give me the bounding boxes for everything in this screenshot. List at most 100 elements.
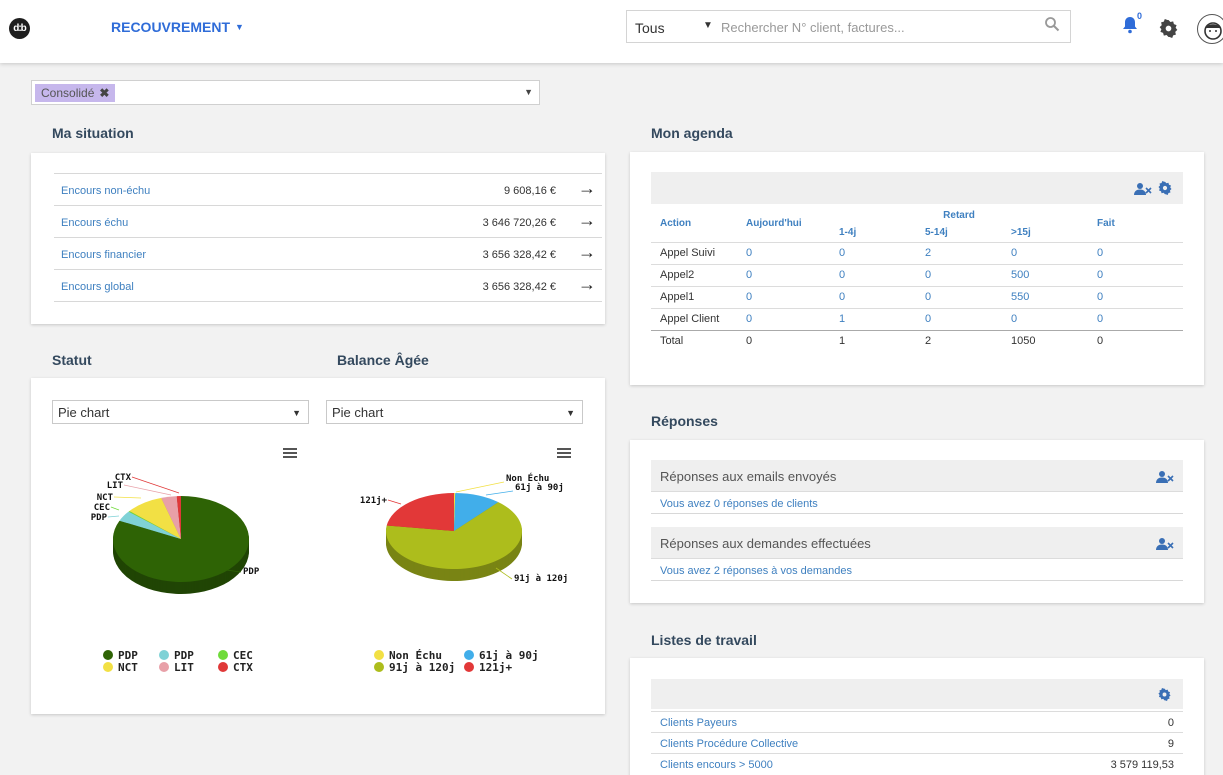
user-remove-icon[interactable] <box>1134 182 1152 196</box>
search-icon[interactable] <box>1044 16 1060 32</box>
chevron-down-icon[interactable]: ▼ <box>703 20 713 31</box>
legend-label: Non Échu <box>389 649 442 662</box>
table-row: Appel Suivi 0 0 2 0 0 <box>651 241 1183 264</box>
avatar[interactable] <box>1197 14 1223 44</box>
table-cell-link[interactable]: 0 <box>830 285 916 308</box>
situation-row[interactable]: Encours échu 3 646 720,26 € → <box>54 205 602 237</box>
legend-item[interactable]: PDP <box>159 649 194 662</box>
table-cell-link[interactable]: 0 <box>1002 307 1088 330</box>
chart-menu-icon[interactable] <box>283 448 297 460</box>
search-scope-select[interactable]: Tous <box>635 20 665 36</box>
worklist-label[interactable]: Clients Payeurs <box>660 717 738 729</box>
pie-slice[interactable] <box>161 496 181 539</box>
responses-link[interactable]: Vous avez 2 réponses à vos demandes <box>660 565 853 577</box>
pie-data-label: 91j à 120j <box>514 573 568 584</box>
pie-data-label: CEC <box>94 503 110 513</box>
pie-label-connector <box>387 499 402 505</box>
chevron-down-icon[interactable]: ▼ <box>524 87 533 97</box>
table-cell-link[interactable]: 0 <box>1088 307 1183 330</box>
situation-row[interactable]: Encours non-échu 9 608,16 € → <box>54 173 602 205</box>
statut-chart-type-select[interactable]: Pie chart ▼ <box>52 400 309 424</box>
col-header: Fait <box>1097 218 1115 230</box>
worklist-label[interactable]: Clients Procédure Collective <box>660 738 799 750</box>
module-menu[interactable]: RECOUVREMENT ▼ <box>111 19 244 35</box>
legend-item[interactable]: CEC <box>218 649 253 662</box>
list-item[interactable]: Clients Procédure Collective 9 <box>651 732 1183 753</box>
legend-label: CTX <box>233 661 253 674</box>
table-cell-link[interactable]: 0 <box>916 307 1002 330</box>
legend-item[interactable]: Non Échu <box>374 649 442 662</box>
worklist-label[interactable]: Clients encours > 5000 <box>660 759 773 771</box>
user-remove-icon[interactable] <box>1156 537 1174 551</box>
col-header: 5-14j <box>925 227 948 239</box>
user-remove-icon[interactable] <box>1156 470 1174 484</box>
responses-link[interactable]: Vous avez 0 réponses de clients <box>660 498 818 510</box>
pie-slice[interactable] <box>454 493 499 531</box>
pie-data-label: Non Échu <box>506 472 549 484</box>
arrow-right-icon[interactable]: → <box>578 242 596 262</box>
table-cell-link[interactable]: 0 <box>1088 285 1183 308</box>
gear-icon[interactable] <box>1158 181 1172 195</box>
table-cell-link[interactable]: 0 <box>737 307 830 330</box>
app-logo[interactable]: d:b <box>9 18 30 39</box>
table-cell-link[interactable]: 0 <box>916 285 1002 308</box>
situation-row[interactable]: Encours global 3 656 328,42 € → <box>54 269 602 301</box>
gear-icon[interactable] <box>1158 688 1171 701</box>
table-cell-link[interactable]: 500 <box>1002 263 1088 286</box>
list-item[interactable]: Clients encours > 5000 3 579 119,53 <box>651 753 1183 774</box>
legend-item[interactable]: LIT <box>159 661 194 674</box>
table-cell-link[interactable]: 0 <box>737 241 830 264</box>
pie-slice[interactable] <box>129 497 181 539</box>
situation-row-label[interactable]: Encours global <box>61 281 134 293</box>
gear-icon[interactable] <box>1159 19 1178 38</box>
legend-item[interactable]: 61j à 90j <box>464 649 539 662</box>
legend-item[interactable]: 121j+ <box>464 661 512 674</box>
entity-filter-select[interactable]: Consolidé ✖ ▼ <box>31 80 540 105</box>
table-cell-link[interactable]: 0 <box>830 241 916 264</box>
pie-slice[interactable] <box>385 502 522 569</box>
table-cell-link[interactable]: 1 <box>830 307 916 330</box>
situation-row-value: 9 608,16 € <box>504 185 556 197</box>
table-cell-link[interactable]: 0 <box>830 263 916 286</box>
legend-item[interactable]: 91j à 120j <box>374 661 455 674</box>
situation-row[interactable]: Encours financier 3 656 328,42 € → <box>54 237 602 269</box>
situation-row-label[interactable]: Encours financier <box>61 249 146 261</box>
table-cell-link[interactable]: 0 <box>737 263 830 286</box>
situation-row-label[interactable]: Encours échu <box>61 217 129 229</box>
pie-slice[interactable] <box>176 496 181 539</box>
pie-label-connector <box>225 569 242 573</box>
table-cell-link[interactable]: 0 <box>1088 241 1183 264</box>
pie-slice[interactable] <box>128 510 181 539</box>
list-item[interactable]: Clients Payeurs 0 <box>651 711 1183 732</box>
table-cell-link[interactable]: 0 <box>737 285 830 308</box>
pie-slice[interactable] <box>119 511 181 539</box>
bell-icon[interactable] <box>1119 14 1141 36</box>
arrow-right-icon[interactable]: → <box>578 274 596 294</box>
table-cell-link[interactable]: 2 <box>916 241 1002 264</box>
pie-slice[interactable] <box>454 493 456 531</box>
chart-menu-icon[interactable] <box>557 448 571 460</box>
arrow-right-icon[interactable]: → <box>578 210 596 230</box>
table-cell-link[interactable]: 0 <box>1002 241 1088 264</box>
legend-item[interactable]: CTX <box>218 661 253 674</box>
pie-slice[interactable] <box>386 493 454 531</box>
chevron-down-icon: ▼ <box>292 408 301 418</box>
table-cell-link[interactable]: 0 <box>1088 263 1183 286</box>
pie-data-label: LIT <box>107 481 124 491</box>
search-input[interactable]: Rechercher N° client, factures... <box>721 20 905 35</box>
remove-tag-icon[interactable]: ✖ <box>99 86 110 100</box>
arrow-right-icon[interactable]: → <box>578 178 596 198</box>
legend-dot <box>374 650 384 660</box>
legend-item[interactable]: PDP <box>103 649 138 662</box>
legend-item[interactable]: NCT <box>103 661 138 674</box>
legend-label: PDP <box>174 649 194 662</box>
table-cell-link[interactable]: 550 <box>1002 285 1088 308</box>
table-cell-link[interactable]: 0 <box>916 263 1002 286</box>
situation-row-label[interactable]: Encours non-échu <box>61 185 151 197</box>
col-header: >15j <box>1011 227 1031 239</box>
table-cell: Appel Client <box>651 307 737 330</box>
balance-chart-type-select[interactable]: Pie chart ▼ <box>326 400 583 424</box>
